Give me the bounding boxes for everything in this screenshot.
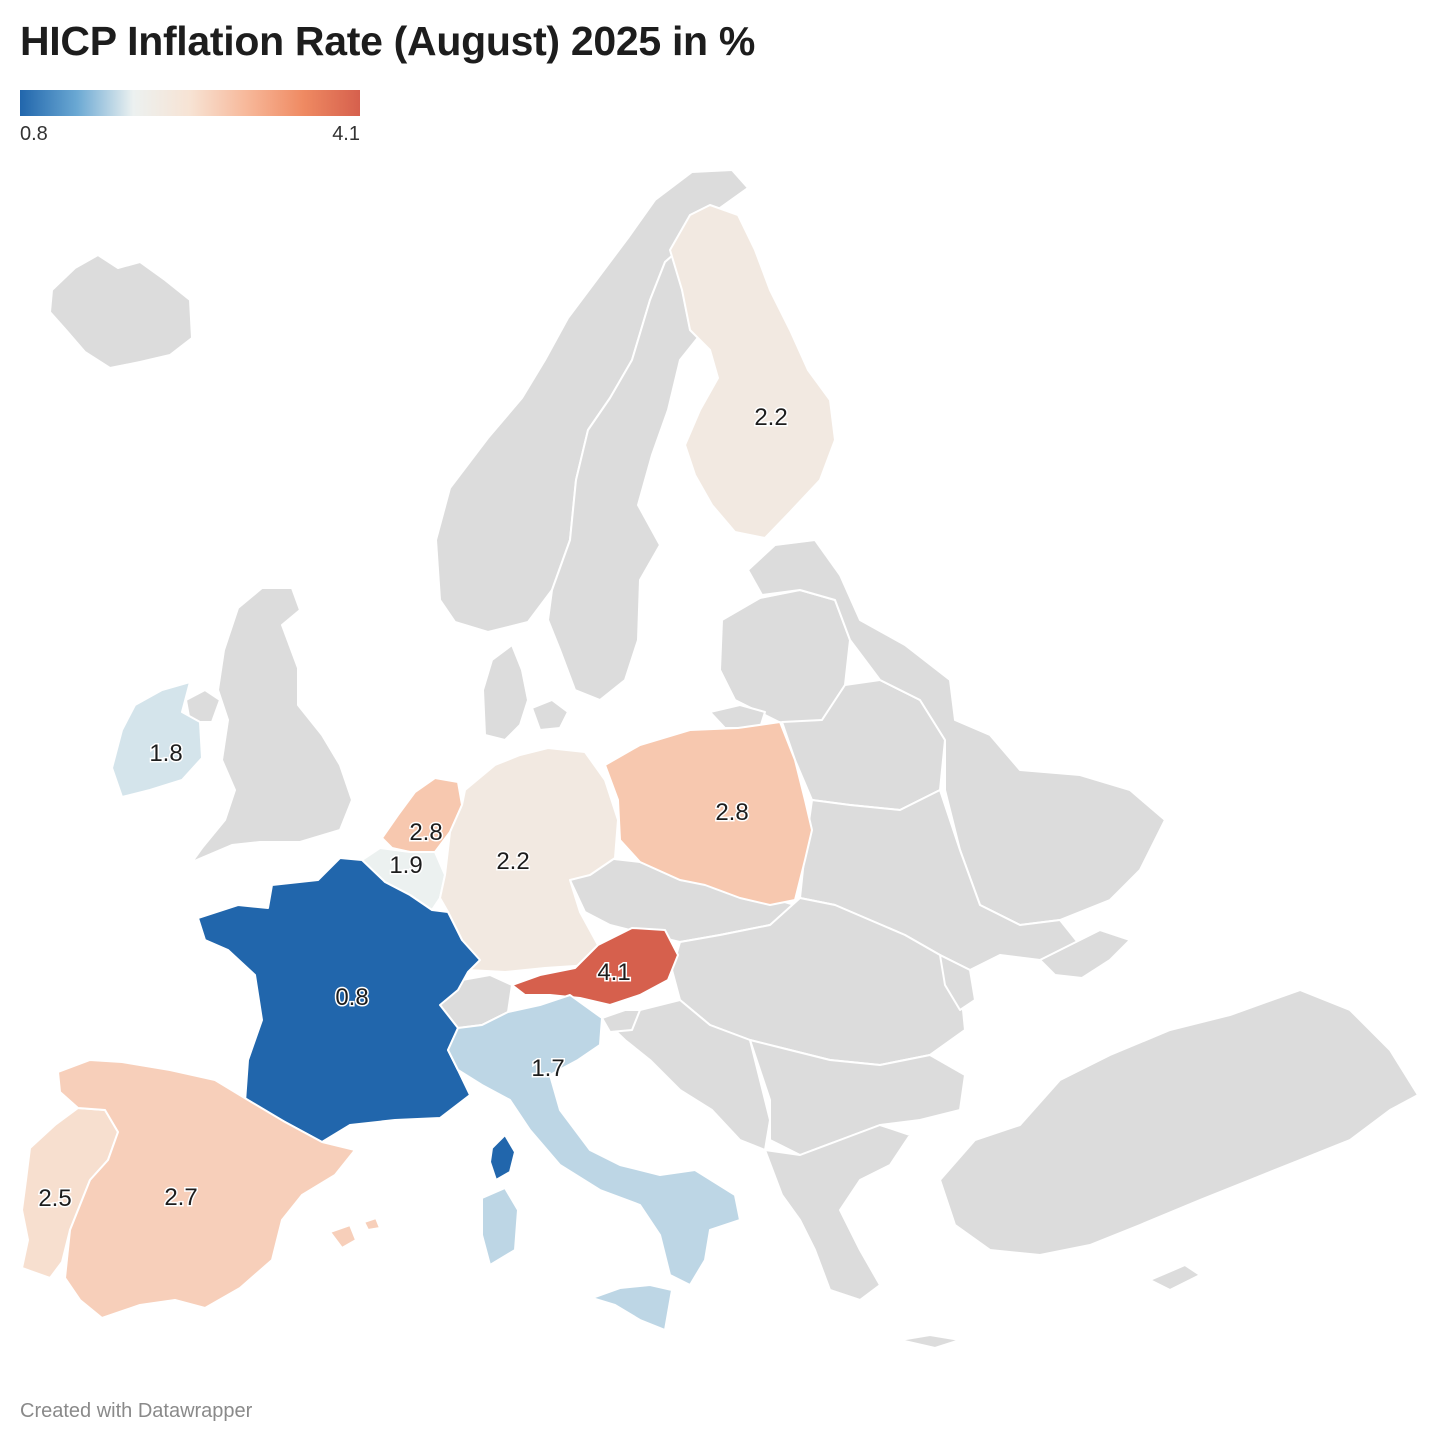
country-ireland[interactable] — [111, 681, 203, 798]
country-bulgaria-serbia[interactable] — [749, 1039, 966, 1156]
country-united-kingdom[interactable] — [185, 587, 353, 863]
country-austria[interactable] — [511, 927, 679, 1006]
country-sardinia[interactable] — [481, 1187, 519, 1266]
legend-min-label: 0.8 — [20, 123, 48, 145]
legend-max-label: 4.1 — [332, 123, 360, 145]
country-russia-west[interactable] — [747, 539, 1166, 926]
country-belarus[interactable] — [781, 679, 946, 811]
country-kaliningrad[interactable] — [709, 704, 766, 729]
country-iceland[interactable] — [49, 254, 193, 369]
country-italy[interactable] — [447, 994, 741, 1286]
country-denmark[interactable] — [482, 644, 569, 741]
country-balkans-west[interactable] — [601, 999, 771, 1151]
no-data-countries — [49, 169, 1419, 1349]
label-belgium: 1.9 — [389, 852, 422, 879]
legend-gradient-bar — [20, 90, 360, 116]
country-sicily[interactable] — [591, 1284, 673, 1331]
country-greece[interactable] — [764, 1124, 961, 1349]
label-austria: 4.1 — [597, 959, 630, 986]
country-poland[interactable] — [604, 721, 813, 906]
label-portugal: 2.5 — [38, 1185, 71, 1212]
label-ireland: 1.8 — [149, 740, 182, 767]
country-slovenia[interactable] — [601, 1009, 641, 1033]
country-spain[interactable] — [57, 1059, 356, 1319]
country-balearic-islands[interactable] — [329, 1217, 381, 1249]
label-netherlands: 2.8 — [409, 819, 442, 846]
country-moldova[interactable] — [939, 954, 976, 1011]
map-title: HICP Inflation Rate (August) 2025 in % — [20, 18, 756, 64]
credit-footer: Created with Datawrapper — [20, 1400, 253, 1422]
country-sweden[interactable] — [547, 239, 701, 701]
label-italy: 1.7 — [531, 1055, 564, 1082]
country-crimea[interactable] — [1039, 929, 1131, 979]
country-corsica[interactable] — [489, 1134, 516, 1181]
label-germany: 2.2 — [496, 848, 529, 875]
country-france[interactable] — [197, 857, 481, 1143]
color-legend: 0.8 4.1 — [20, 90, 360, 145]
label-france: 0.8 — [335, 984, 368, 1011]
data-countries — [21, 204, 836, 1331]
label-spain: 2.7 — [164, 1184, 197, 1211]
country-turkey[interactable] — [939, 989, 1419, 1291]
value-labels: 2.2 1.8 2.8 1.9 2.2 2.8 0.8 4.1 1.7 2.5 … — [37, 403, 789, 1214]
label-finland: 2.2 — [754, 404, 787, 431]
label-poland: 2.8 — [715, 799, 748, 826]
country-finland[interactable] — [669, 204, 836, 539]
